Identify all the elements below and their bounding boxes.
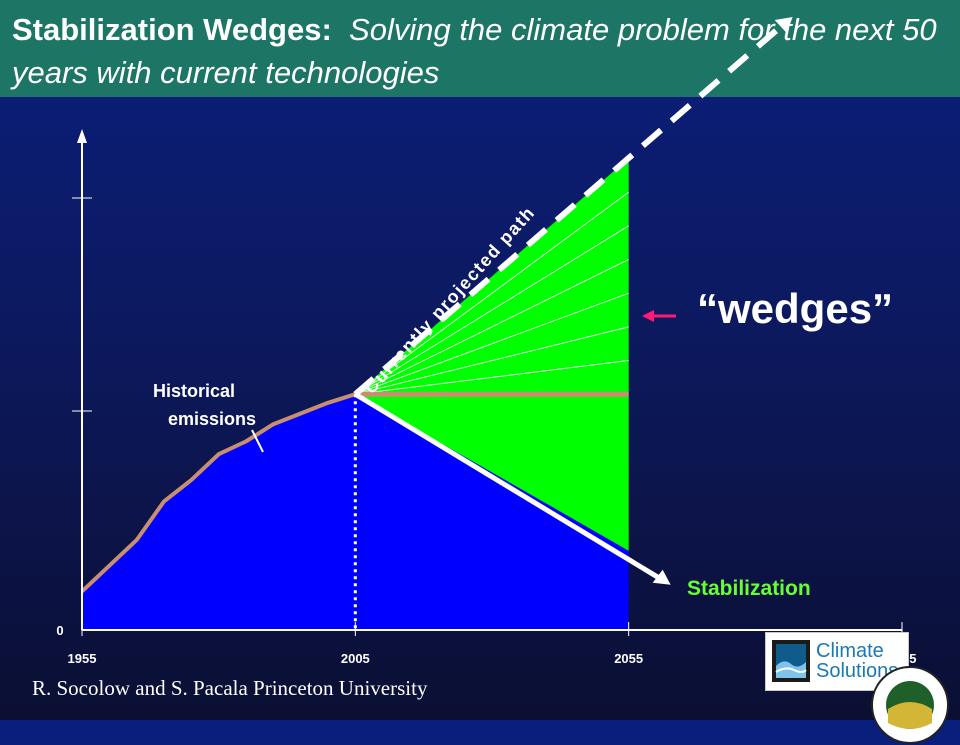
climate-solutions-icon xyxy=(772,640,810,682)
historical-emissions-area xyxy=(82,394,629,630)
projected-path-arrowhead xyxy=(774,16,793,33)
logo-text-solutions: Solutions xyxy=(816,660,899,682)
wedges-area xyxy=(355,158,629,551)
projected-path-line xyxy=(353,22,785,397)
wedges-chart: 19552005205521050HistoricalemissionsCurr… xyxy=(56,16,903,666)
title-bold: Stabilization Wedges: xyxy=(12,12,332,47)
historical-label: Historical xyxy=(153,381,235,401)
wedge-divider-line xyxy=(355,259,629,395)
historical-label-pointer xyxy=(251,429,264,453)
wedge-divider-line xyxy=(355,292,629,395)
line-layer xyxy=(80,16,793,630)
title-band: Stabilization Wedges: Solving the climat… xyxy=(0,0,960,97)
stabilization-arrowhead xyxy=(652,569,671,585)
wedge-divider-line xyxy=(355,360,629,395)
carbon-mitigation-seal xyxy=(871,666,949,744)
fill-layer xyxy=(82,158,629,630)
x-tick-label: 1955 xyxy=(68,651,97,666)
stabilization-label: Stabilization xyxy=(687,577,811,600)
wedges-arrowhead xyxy=(642,310,654,322)
logo-text-climate: Climate xyxy=(816,640,884,662)
historical-label: emissions xyxy=(168,409,256,429)
wedges-label: “wedges” xyxy=(697,285,893,332)
y-tick-label: 0 xyxy=(56,623,63,638)
wedge-divider-line xyxy=(355,225,629,395)
historical-emissions-line xyxy=(80,392,356,593)
x-tick-label: 2005 xyxy=(341,651,370,666)
axes-layer xyxy=(72,129,903,636)
stabilization-line xyxy=(354,392,660,580)
credit-line: R. Socolow and S. Pacala Princeton Unive… xyxy=(32,676,428,700)
slide-title: Stabilization Wedges: Solving the climat… xyxy=(12,8,952,94)
wedge-divider-line xyxy=(355,191,629,395)
y-axis-arrow xyxy=(77,129,87,143)
title-italic: Solving the climate problem for the next… xyxy=(12,12,937,90)
x-tick-label: 2055 xyxy=(614,651,643,666)
wedge-divider-line xyxy=(355,326,629,395)
